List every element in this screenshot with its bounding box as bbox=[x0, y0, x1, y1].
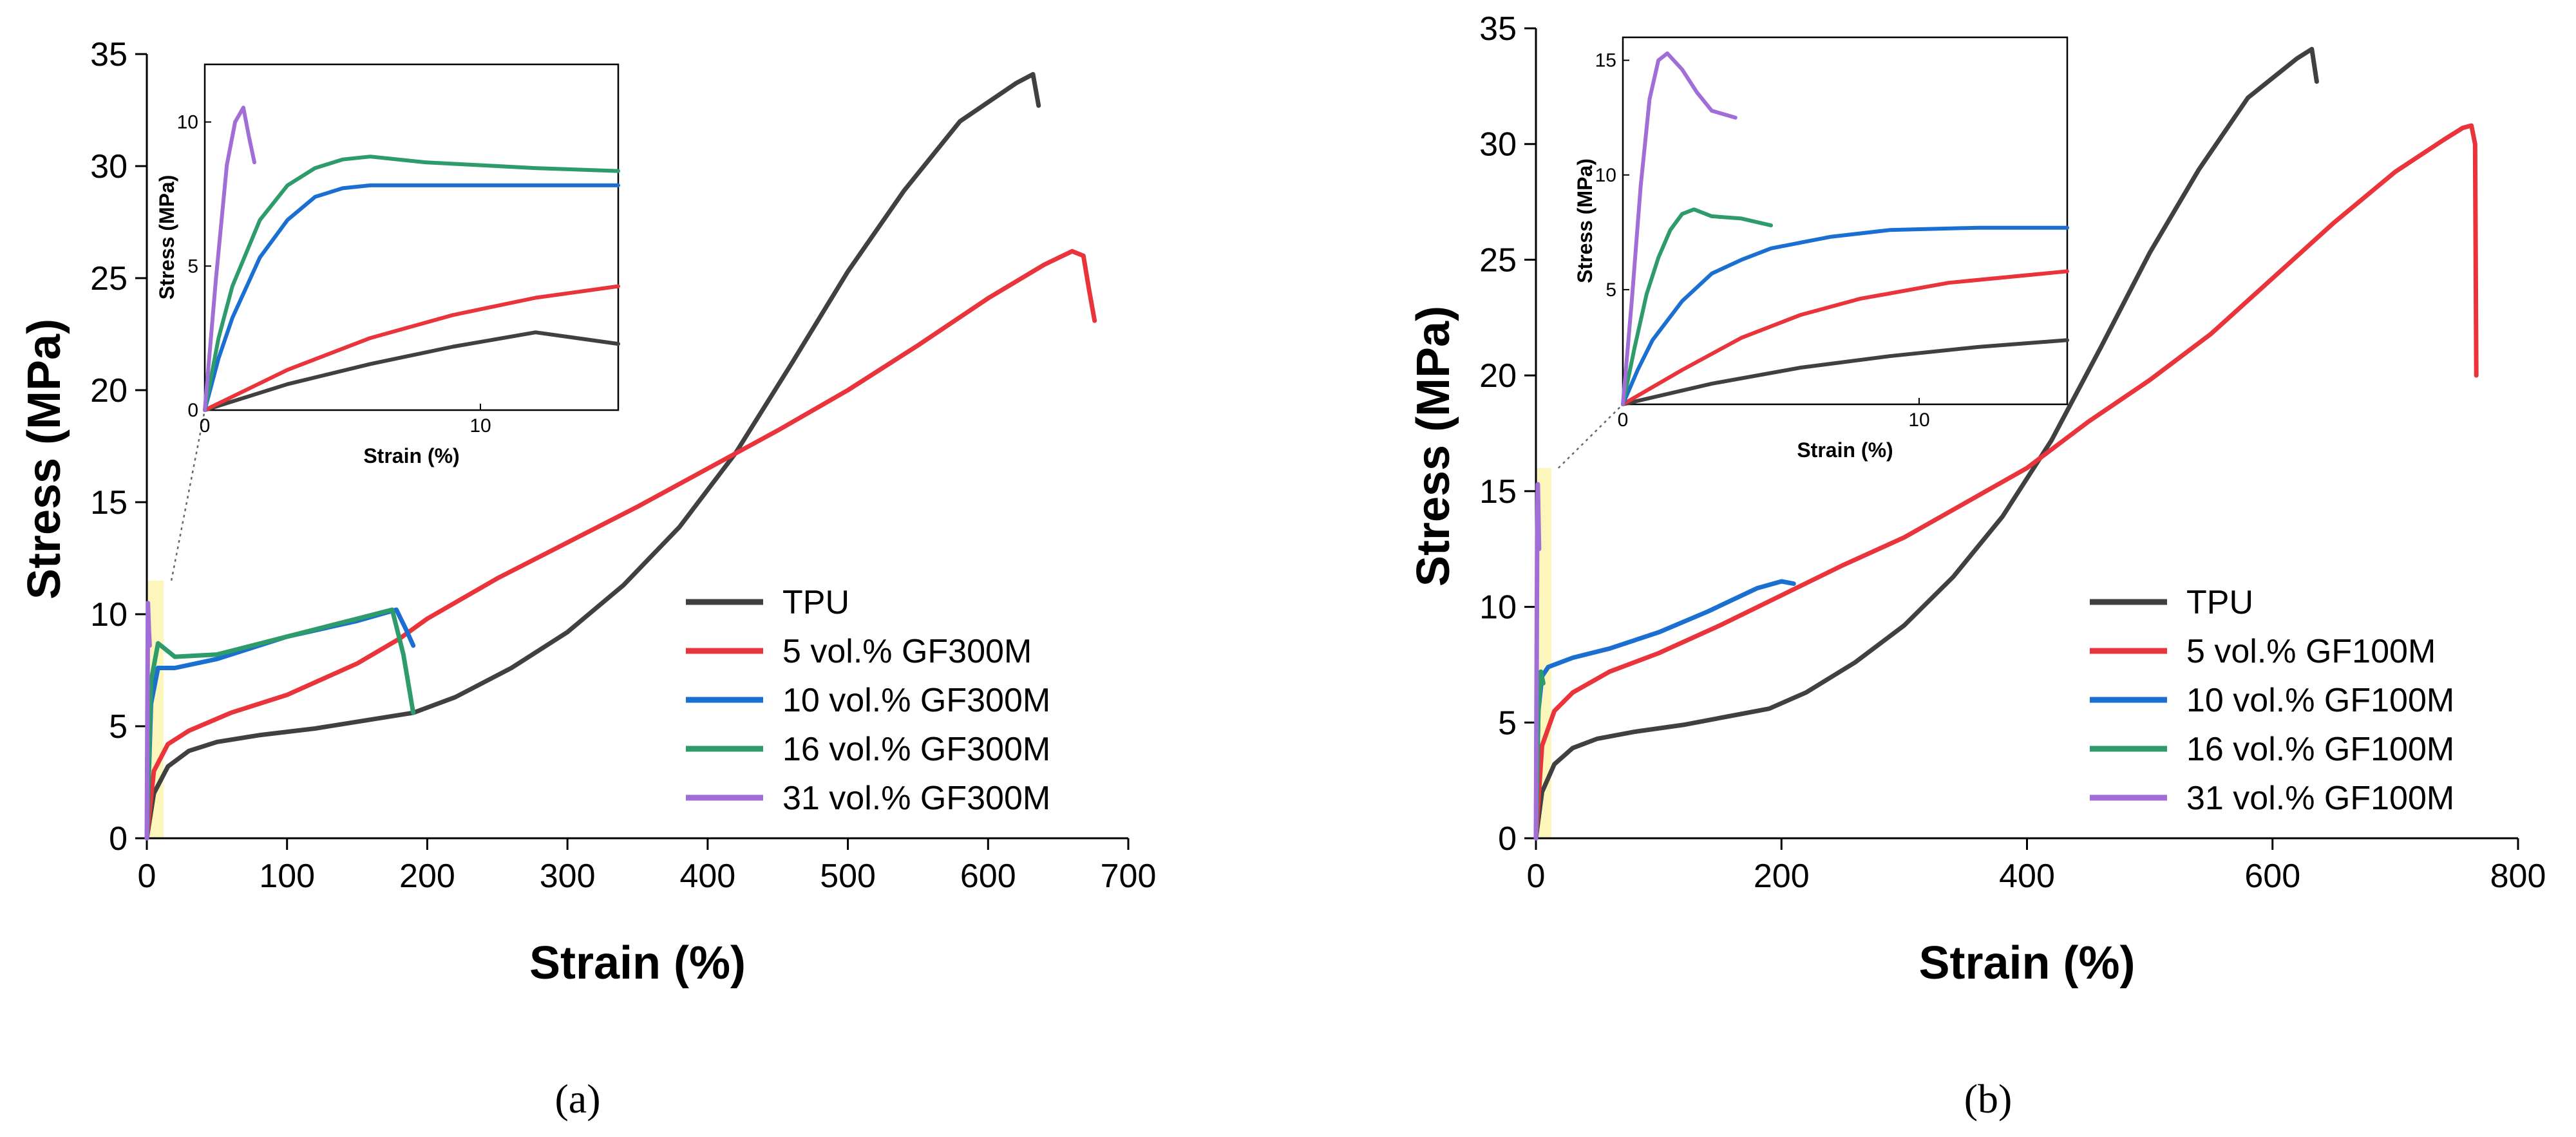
y-tick-label: 25 bbox=[1479, 241, 1517, 279]
inset-y-tick-label: 0 bbox=[187, 400, 198, 421]
panel-label: (b) bbox=[1964, 1076, 2012, 1122]
x-tick-label: 500 bbox=[820, 858, 876, 895]
inset-y-tick-label: 5 bbox=[187, 256, 198, 277]
legend-label-1: TPU bbox=[2186, 584, 2253, 621]
inset-series-line-1 bbox=[203, 330, 620, 412]
x-tick-label: 600 bbox=[960, 858, 1016, 895]
y-tick-label: 10 bbox=[1479, 589, 1517, 626]
x-tick-label: 200 bbox=[1754, 858, 1810, 895]
legend-label-5: 31 vol.% GF100M bbox=[2186, 780, 2454, 817]
x-tick-label: 600 bbox=[2244, 858, 2300, 895]
panel-b: 0 200 400 600 800 0 5 10 15 20 25 30 35 Strain (%) Str… bbox=[1408, 10, 2546, 1122]
inset-series-line-3 bbox=[1621, 225, 2069, 406]
y-tick-label: 30 bbox=[1479, 126, 1517, 164]
inset-connector bbox=[1557, 404, 1624, 469]
series-line-5 bbox=[1533, 482, 1542, 841]
legend-label-1: TPU bbox=[782, 584, 849, 621]
inset-y-tick-label: 10 bbox=[177, 112, 198, 133]
y-tick-label: 5 bbox=[1498, 704, 1517, 742]
y-tick-label: 25 bbox=[90, 260, 128, 297]
series-line-1 bbox=[144, 71, 1041, 841]
inset-frame bbox=[1622, 36, 2069, 406]
y-tick-label: 5 bbox=[109, 708, 128, 746]
inset-series-line-5 bbox=[1621, 51, 1738, 406]
x-tick-label: 400 bbox=[1999, 858, 2055, 895]
y-tick-label: 35 bbox=[90, 36, 128, 73]
x-tick-label: 0 bbox=[138, 858, 156, 895]
y-axis-title: Stress (MPa) bbox=[1408, 306, 1459, 587]
series-line-2 bbox=[144, 249, 1097, 841]
legend-label-2: 5 vol.% GF100M bbox=[2186, 633, 2436, 670]
y-axis-title: Stress (MPa) bbox=[19, 319, 70, 599]
y-tick-label: 15 bbox=[90, 484, 128, 522]
panel-a: 0 100 200 300 400 500 600 70005101520253035Stra… bbox=[19, 36, 1156, 1122]
x-tick-label: 400 bbox=[679, 858, 735, 895]
series-line-2 bbox=[1533, 123, 2479, 841]
inset-x-tick-label: 10 bbox=[469, 415, 491, 437]
panel-label: (a) bbox=[554, 1076, 600, 1122]
inset-y-tick-label: 5 bbox=[1605, 279, 1616, 301]
inset-y-tick-label: 15 bbox=[1595, 50, 1616, 71]
x-tick-label: 100 bbox=[259, 858, 315, 895]
inset-y-axis-title: Stress (MPa) bbox=[1573, 158, 1596, 283]
inset-y-tick-label: 10 bbox=[1595, 165, 1616, 186]
inset-x-tick-label: 0 bbox=[200, 415, 211, 437]
inset-series-line-2 bbox=[1621, 269, 2069, 406]
inset-series-line-4 bbox=[1621, 207, 1773, 406]
legend-label-5: 31 vol.% GF300M bbox=[782, 780, 1050, 817]
series-line-4 bbox=[144, 607, 416, 841]
y-tick-label: 0 bbox=[109, 820, 128, 858]
legend-label-3: 10 vol.% GF300M bbox=[782, 682, 1050, 719]
series-line-5 bbox=[144, 601, 152, 841]
x-tick-label: 700 bbox=[1101, 858, 1157, 895]
x-tick-label: 200 bbox=[399, 858, 455, 895]
y-tick-label: 15 bbox=[1479, 473, 1517, 511]
y-tick-label: 35 bbox=[1479, 10, 1517, 48]
inset-x-tick-label: 0 bbox=[1618, 409, 1629, 431]
y-tick-label: 10 bbox=[90, 596, 128, 634]
inset-series-line-3 bbox=[203, 183, 620, 412]
series-line-3 bbox=[144, 607, 416, 841]
series-line-1 bbox=[1533, 46, 2319, 841]
legend-label-4: 16 vol.% GF100M bbox=[2186, 731, 2454, 768]
inset-series-line-5 bbox=[203, 106, 256, 412]
inset-x-axis-title: Strain (%) bbox=[363, 444, 459, 467]
inset-y-axis-title: Stress (MPa) bbox=[155, 175, 178, 300]
x-axis-title: Strain (%) bbox=[529, 937, 746, 989]
inset-series-line-4 bbox=[203, 155, 620, 412]
y-tick-label: 0 bbox=[1498, 820, 1517, 858]
legend-label-3: 10 vol.% GF100M bbox=[2186, 682, 2454, 719]
x-tick-label: 800 bbox=[2490, 858, 2546, 895]
inset-x-tick-label: 10 bbox=[1908, 409, 1929, 431]
inset-x-axis-title: Strain (%) bbox=[1797, 438, 1893, 462]
y-tick-label: 20 bbox=[1479, 357, 1517, 395]
inset-series-line-1 bbox=[1621, 338, 2069, 406]
x-tick-label: 300 bbox=[540, 858, 596, 895]
inset-series-line-2 bbox=[203, 284, 620, 412]
y-tick-label: 30 bbox=[90, 148, 128, 185]
x-axis-title: Strain (%) bbox=[1918, 937, 2135, 989]
y-tick-label: 20 bbox=[90, 372, 128, 409]
x-tick-label: 0 bbox=[1527, 858, 1546, 895]
legend-label-4: 16 vol.% GF300M bbox=[782, 731, 1050, 768]
legend-label-2: 5 vol.% GF300M bbox=[782, 633, 1032, 670]
inset-frame bbox=[204, 63, 620, 411]
